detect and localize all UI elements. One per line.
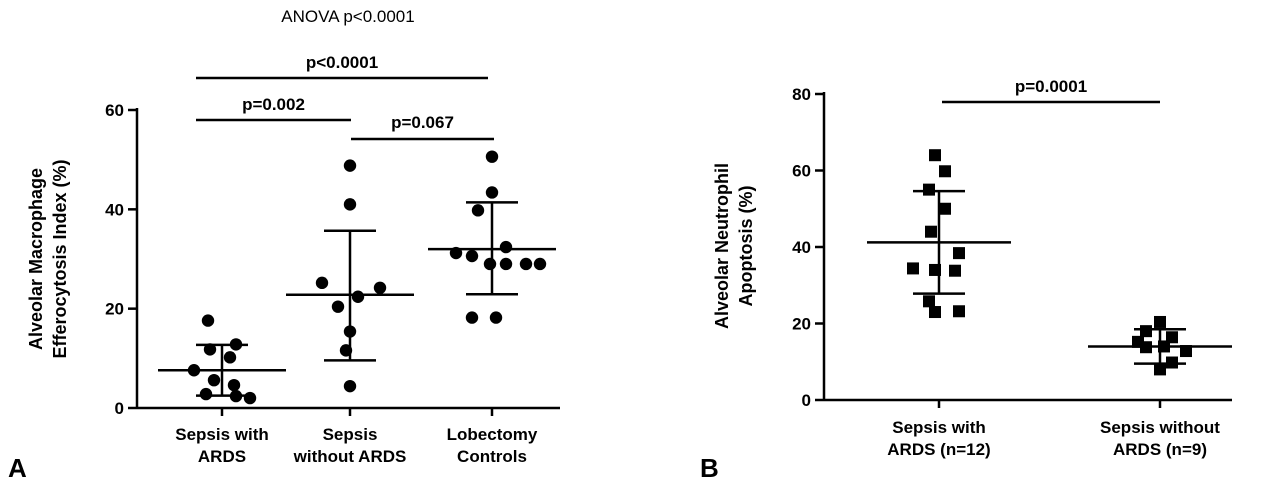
x-tick-label: ARDS (n=12) <box>887 440 990 459</box>
x-tick-label: Lobectomy <box>447 425 538 444</box>
data-point <box>1140 341 1152 354</box>
data-point <box>331 300 345 313</box>
data-point <box>373 281 387 295</box>
category-2: Lobectomy Controls <box>428 150 556 466</box>
y-axis-label-line: Alveolar Macrophage <box>26 168 46 350</box>
data-point <box>489 311 503 324</box>
data-point <box>343 198 357 211</box>
y-axis-label-line: Efferocytosis Index (%) <box>50 159 70 358</box>
data-point <box>465 249 479 263</box>
data-point <box>949 264 961 277</box>
y-tick-label: 60 <box>105 101 124 120</box>
data-point <box>351 290 365 303</box>
chart-title: ANOVA p<0.0001 <box>281 7 414 26</box>
data-point <box>1140 325 1152 338</box>
data-point <box>315 276 329 290</box>
data-point <box>499 257 513 271</box>
panel-letter: A <box>8 453 27 483</box>
data-point <box>1166 356 1178 369</box>
data-point <box>207 373 221 387</box>
data-point <box>343 159 357 172</box>
data-point <box>1158 340 1170 353</box>
data-point <box>229 389 243 403</box>
significance-label: p=0.067 <box>391 113 454 132</box>
data-point <box>223 351 237 364</box>
data-point <box>485 186 499 199</box>
data-point <box>243 391 257 405</box>
x-tick-label: Sepsis without <box>1100 418 1220 437</box>
y-axis-label-line: Alveolar Neutrophil <box>712 163 732 329</box>
y-tick-label: 0 <box>802 391 811 410</box>
data-point <box>923 183 935 196</box>
category-1: Sepsis without ARDS (n=9) <box>1088 315 1232 459</box>
data-point <box>929 263 941 276</box>
x-tick-label: Controls <box>457 447 527 466</box>
data-point <box>203 343 217 356</box>
data-point <box>1154 363 1166 376</box>
data-point <box>343 325 357 338</box>
y-tick-label: 20 <box>105 300 124 319</box>
data-point <box>953 247 965 260</box>
x-tick-label: ARDS <box>198 447 246 466</box>
data-point <box>1180 345 1192 358</box>
data-point <box>519 257 533 271</box>
data-point <box>923 295 935 308</box>
data-point <box>939 202 951 215</box>
x-tick-label: Sepsis with <box>892 418 986 437</box>
data-point <box>499 240 513 254</box>
data-point <box>925 225 937 238</box>
x-tick-label: Sepsis <box>323 425 378 444</box>
data-point <box>471 204 485 217</box>
y-axis-label: Alveolar Neutrophil Apoptosis (%) <box>712 163 756 329</box>
category-0: Sepsis with ARDS (n=12) <box>867 149 1011 459</box>
x-tick-label: without ARDS <box>293 447 407 466</box>
data-point <box>929 149 941 162</box>
panel-letter: B <box>700 453 719 483</box>
data-point <box>483 257 497 271</box>
y-axis-label: Alveolar Macrophage Efferocytosis Index (… <box>26 159 70 358</box>
panel-b: 0 20 40 60 80 Alveolar Neutrophil Apoptosis (%… <box>700 77 1232 483</box>
y-tick-label: 40 <box>105 200 124 219</box>
y-tick-label: 0 <box>115 399 124 418</box>
data-point <box>907 262 919 275</box>
y-tick-label: 60 <box>792 162 811 181</box>
panel-a: ANOVA p<0.0001 0 20 40 60 Alveolar Macrophage… <box>8 7 560 483</box>
data-point <box>199 387 213 401</box>
category-1: Sepsis without ARDS <box>286 159 414 466</box>
data-point <box>1154 315 1166 328</box>
x-tick-label: ARDS (n=9) <box>1113 440 1207 459</box>
data-point <box>939 165 951 178</box>
data-point <box>187 364 201 377</box>
data-point <box>465 311 479 324</box>
y-tick-label: 80 <box>792 85 811 104</box>
data-point <box>227 378 241 392</box>
data-point <box>343 379 357 393</box>
data-point <box>485 150 499 163</box>
data-point <box>533 257 547 271</box>
significance-label: p=0.002 <box>242 95 305 114</box>
y-tick-label: 40 <box>792 238 811 257</box>
data-point <box>953 305 965 318</box>
data-point <box>1166 331 1178 344</box>
data-point <box>449 246 463 260</box>
category-0: Sepsis with ARDS <box>158 314 286 466</box>
x-tick-label: Sepsis with <box>175 425 269 444</box>
data-point <box>339 344 353 357</box>
data-point <box>229 338 243 351</box>
significance-label: p=0.0001 <box>1015 77 1087 96</box>
significance-label: p<0.0001 <box>306 53 378 72</box>
y-axis-label-line: Apoptosis (%) <box>736 186 756 307</box>
y-tick-label: 20 <box>792 315 811 334</box>
data-point <box>929 306 941 319</box>
data-point <box>201 314 215 327</box>
